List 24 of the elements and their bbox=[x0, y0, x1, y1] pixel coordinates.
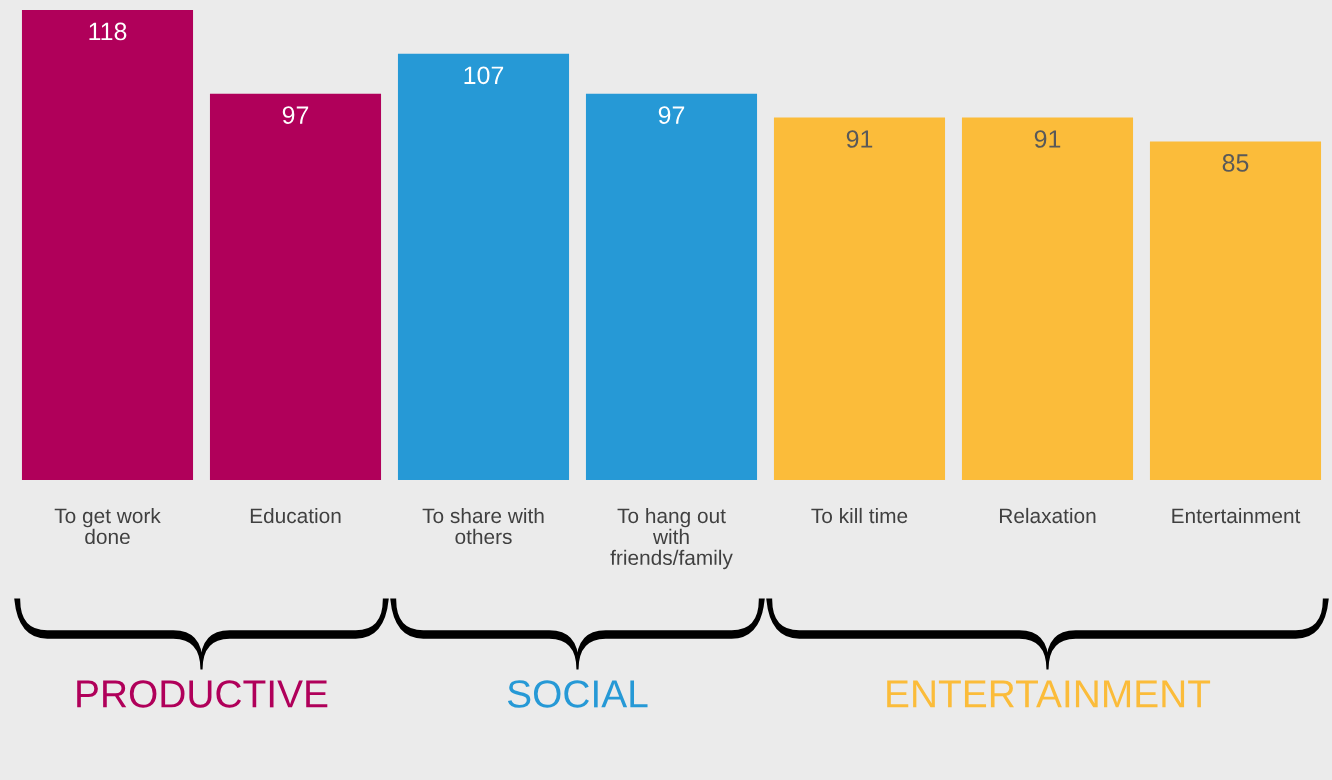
bar bbox=[1149, 141, 1322, 480]
data-label: 91 bbox=[1034, 130, 1061, 148]
data-label: 118 bbox=[89, 22, 127, 41]
bar bbox=[209, 93, 382, 480]
data-label: 107 bbox=[464, 66, 504, 85]
text: PRODUCTIVE bbox=[77, 680, 328, 708]
bar bbox=[961, 117, 1134, 480]
x-tick-label: To get work done bbox=[54, 507, 161, 545]
bar bbox=[585, 93, 758, 480]
text: ENTERTAINMENT bbox=[887, 680, 1211, 708]
data-label: 85 bbox=[1222, 154, 1249, 172]
bar bbox=[773, 117, 946, 480]
data-label: 97 bbox=[282, 106, 309, 124]
x-tick-label: Relaxation bbox=[999, 507, 1096, 524]
text: SOCIAL bbox=[507, 680, 648, 708]
bar bbox=[397, 53, 570, 480]
x-tick-label: Entertainment bbox=[1172, 507, 1301, 524]
x-tick-label: To hang out with friends/family bbox=[610, 507, 733, 570]
bar bbox=[21, 10, 194, 480]
data-label: 91 bbox=[846, 130, 873, 148]
x-tick-label: Education bbox=[250, 507, 341, 524]
x-tick-label: To kill time bbox=[811, 507, 908, 524]
data-label: 97 bbox=[658, 106, 685, 124]
x-tick-label: To share with others bbox=[422, 507, 544, 545]
